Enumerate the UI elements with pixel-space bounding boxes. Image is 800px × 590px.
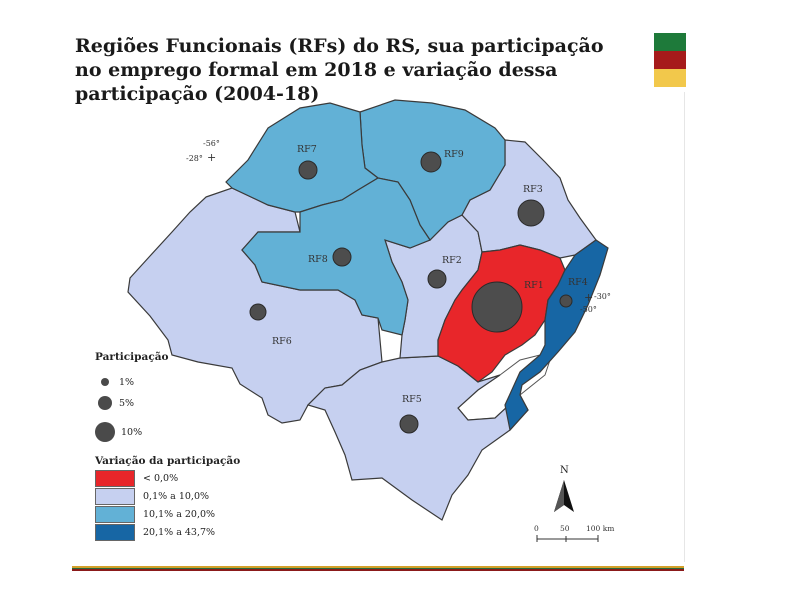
legend-size-1: 1% — [95, 370, 134, 394]
legend-size-5: 5% — [95, 391, 134, 415]
scale-bar: 0 50 100 km — [534, 524, 614, 542]
bubble-rf1 — [471, 281, 523, 333]
scale-tick-100: 100 km — [586, 524, 614, 533]
legend-class-label: 0,1% a 10,0% — [143, 491, 210, 502]
cross-nw-icon: + — [207, 151, 216, 164]
bubble-rf2 — [427, 269, 447, 289]
bubble-rf5 — [399, 414, 419, 434]
label-rf2: RF2 — [442, 255, 462, 266]
bubble-rf9 — [420, 151, 442, 173]
legend-dot-large — [95, 422, 115, 442]
region-rf4[interactable] — [504, 239, 609, 432]
bubble-rf6 — [249, 303, 267, 321]
coord-e-lat: -30° — [594, 292, 611, 301]
cross-e-icon: + — [584, 291, 593, 304]
legend-size-label: 10% — [121, 426, 143, 438]
label-rf1: RF1 — [524, 280, 544, 291]
legend-dot-small — [101, 378, 109, 386]
legend-size-label: 5% — [119, 397, 135, 409]
map-title: Regiões Funcionais (RFs) do RS, sua part… — [75, 35, 604, 105]
bottom-rule — [72, 566, 684, 571]
legend-class-label: 20,1% a 43,7% — [143, 527, 216, 538]
legend-swatch — [95, 524, 135, 541]
legend-class-1: 0,1% a 10,0% — [95, 488, 209, 505]
flag-stripe-yellow — [654, 69, 686, 87]
label-rf7: RF7 — [297, 144, 317, 155]
label-rf3: RF3 — [523, 184, 543, 195]
bubble-rf7 — [298, 160, 318, 180]
coord-nw-lat: -28° — [186, 154, 203, 163]
bubble-rf8 — [332, 247, 352, 267]
label-rf5: RF5 — [402, 394, 422, 405]
scale-tick-50: 50 — [560, 524, 570, 533]
legend-dot-medium — [98, 396, 112, 410]
legend-swatch — [95, 488, 135, 505]
label-rf4: RF4 — [568, 277, 588, 288]
legend-class-label: < 0,0% — [143, 473, 179, 484]
flag-stripe-red — [654, 51, 686, 69]
legend-size-10: 10% — [95, 420, 142, 444]
bubble-rf4 — [559, 294, 573, 308]
rs-flag-icon — [654, 33, 686, 87]
flag-stripe-green — [654, 33, 686, 51]
bubble-rf3 — [517, 199, 545, 227]
region-rf5[interactable] — [306, 355, 529, 521]
label-rf9: RF9 — [444, 149, 464, 160]
legend-size-label: 1% — [119, 376, 135, 388]
frame-line — [684, 92, 685, 562]
north-arrow-icon: N — [554, 465, 574, 512]
legend-class-3: 20,1% a 43,7% — [95, 524, 215, 541]
legend-swatch — [95, 506, 135, 523]
legend-participation-title: Participação — [95, 351, 169, 363]
label-rf6: RF6 — [272, 336, 292, 347]
coord-nw-lon: -56° — [203, 139, 220, 148]
label-rf8: RF8 — [308, 254, 328, 265]
coord-e-lon: -50° — [580, 305, 597, 314]
legend-class-2: 10,1% a 20,0% — [95, 506, 215, 523]
legend-variation-title: Variação da participação — [95, 455, 241, 467]
legend-class-label: 10,1% a 20,0% — [143, 509, 216, 520]
legend-swatch — [95, 470, 135, 487]
legend-class-0: < 0,0% — [95, 470, 178, 487]
scale-tick-0: 0 — [534, 524, 539, 533]
north-label: N — [560, 465, 569, 476]
